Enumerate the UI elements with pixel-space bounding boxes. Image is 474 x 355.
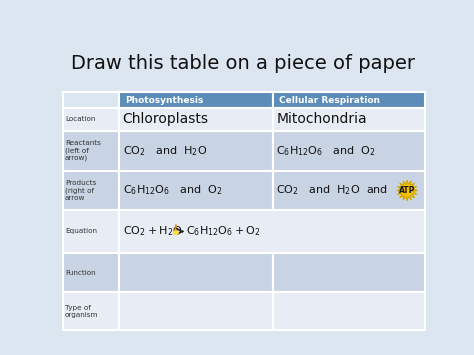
Text: Function: Function <box>65 269 95 275</box>
FancyBboxPatch shape <box>119 170 273 210</box>
Text: Equation: Equation <box>65 229 97 235</box>
Text: $\mathrm{C_6H_{12}O_6}$   and  $\mathrm{O_2}$: $\mathrm{C_6H_{12}O_6}$ and $\mathrm{O_2… <box>123 184 222 197</box>
FancyBboxPatch shape <box>273 170 425 210</box>
FancyBboxPatch shape <box>63 170 119 210</box>
FancyBboxPatch shape <box>119 210 425 253</box>
FancyBboxPatch shape <box>119 92 273 108</box>
Text: Location: Location <box>65 116 95 122</box>
Text: Reactants
(left of
arrow): Reactants (left of arrow) <box>65 140 100 161</box>
FancyBboxPatch shape <box>273 108 425 131</box>
Circle shape <box>174 231 178 235</box>
Text: $\mathrm{C_6H_{12}O_6 + O_2}$: $\mathrm{C_6H_{12}O_6 + O_2}$ <box>186 225 261 238</box>
FancyBboxPatch shape <box>63 293 119 329</box>
Text: Draw this table on a piece of paper: Draw this table on a piece of paper <box>71 54 415 72</box>
FancyBboxPatch shape <box>119 131 273 170</box>
Text: Photosynthesis: Photosynthesis <box>125 95 203 104</box>
Text: $\mathrm{C_6H_{12}O_6}$   and  $\mathrm{O_2}$: $\mathrm{C_6H_{12}O_6}$ and $\mathrm{O_2… <box>276 144 376 158</box>
Text: ATP: ATP <box>399 186 415 195</box>
Polygon shape <box>397 180 418 201</box>
FancyBboxPatch shape <box>119 108 273 131</box>
Text: Cellular Respiration: Cellular Respiration <box>279 95 380 104</box>
Text: $\mathrm{CO_2}$   and  $\mathrm{H_2O}$  and: $\mathrm{CO_2}$ and $\mathrm{H_2O}$ and <box>276 184 389 197</box>
Text: $\mathrm{CO_2}$   and  $\mathrm{H_2O}$: $\mathrm{CO_2}$ and $\mathrm{H_2O}$ <box>123 144 207 158</box>
FancyBboxPatch shape <box>63 92 119 108</box>
FancyBboxPatch shape <box>63 108 119 131</box>
FancyBboxPatch shape <box>63 210 119 253</box>
Text: Mitochondria: Mitochondria <box>276 113 367 126</box>
Polygon shape <box>174 224 178 235</box>
FancyBboxPatch shape <box>273 131 425 170</box>
FancyBboxPatch shape <box>273 253 425 293</box>
FancyBboxPatch shape <box>63 131 119 170</box>
FancyBboxPatch shape <box>273 92 425 108</box>
FancyBboxPatch shape <box>119 293 273 329</box>
Text: Type of
organism: Type of organism <box>65 305 98 317</box>
FancyBboxPatch shape <box>63 253 119 293</box>
Text: Products
(right of
arrow: Products (right of arrow <box>65 180 96 201</box>
FancyBboxPatch shape <box>119 253 273 293</box>
FancyBboxPatch shape <box>273 293 425 329</box>
Text: Chloroplasts: Chloroplasts <box>123 113 209 126</box>
Text: $\mathrm{CO_2 + H_2O}$: $\mathrm{CO_2 + H_2O}$ <box>123 225 182 238</box>
